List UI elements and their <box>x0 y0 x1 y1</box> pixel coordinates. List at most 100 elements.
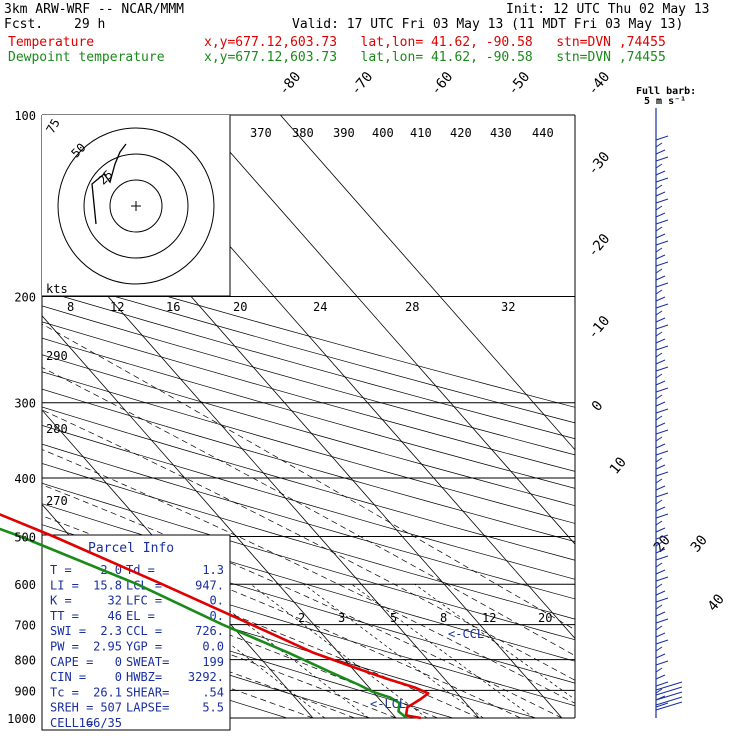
parcel-info-value: LCL = <box>126 578 162 592</box>
theta-label: 380 <box>292 126 314 140</box>
parcel-info-value: SHEAR= <box>126 685 169 699</box>
isotherm-label: -20 <box>585 231 614 261</box>
parcel-info-value: SWEAT= <box>126 655 169 669</box>
ccl-marker: <-CCL <box>448 627 484 641</box>
temperature-location: x,y=677.12,603.73 lat,lon= 41.62, -90.58… <box>204 35 666 50</box>
wind-barb <box>655 331 663 337</box>
theta-label: 420 <box>450 126 472 140</box>
isotherm-label: -80 <box>276 69 305 99</box>
wind-barb <box>655 240 669 246</box>
parcel-info-value: T = <box>50 563 72 577</box>
wind-barb <box>655 583 663 589</box>
dry-adiabat-line <box>42 482 575 641</box>
wind-barb <box>655 457 663 463</box>
isotherm-line <box>197 115 575 545</box>
wind-barb <box>655 177 669 183</box>
theta-label: 390 <box>333 126 355 140</box>
wind-barb <box>655 317 666 323</box>
mixing-ratio-label: 2 <box>298 611 305 625</box>
wind-barb <box>655 443 666 449</box>
isotherm-line <box>42 315 397 718</box>
mixing-ratio-label: 12 <box>110 300 124 314</box>
wind-barb <box>655 513 669 519</box>
dry-adiabat-line <box>42 463 575 620</box>
wind-barb <box>655 701 683 711</box>
dry-adiabat-line <box>42 289 575 440</box>
parcel-info-value: CCL = <box>126 624 162 638</box>
parcel-info-value: CELL = <box>50 716 93 730</box>
wind-barb <box>655 569 666 575</box>
wind-barb <box>655 198 669 204</box>
wind-barb <box>655 590 666 596</box>
parcel-info-value: 2.3 <box>100 624 122 638</box>
theta-label: 410 <box>410 126 432 140</box>
isotherm-label: -60 <box>428 69 457 99</box>
moist-adiabat-line <box>42 586 397 718</box>
dry-adiabat-line <box>42 259 575 408</box>
theta-label: 400 <box>372 126 394 140</box>
parcel-info-value: 26.1 <box>93 685 122 699</box>
wind-barb <box>655 142 663 148</box>
parcel-info-value: CAPE = <box>50 655 93 669</box>
isotherm-label: 0 <box>589 398 607 415</box>
dewpoint-location: x,y=677.12,603.73 lat,lon= 41.62, -90.58… <box>204 50 666 65</box>
wind-barb <box>655 653 666 659</box>
parcel-info-value: Tc = <box>50 685 79 699</box>
wind-barb <box>655 352 663 358</box>
temperature-legend: Temperature <box>8 35 95 50</box>
parcel-info-value: SREH = <box>50 701 93 715</box>
theta-label: 280 <box>46 422 68 436</box>
parcel-info-value: 15.8 <box>93 578 122 592</box>
wind-barb <box>655 156 669 162</box>
theta-label: 370 <box>250 126 272 140</box>
parcel-info-value: 5.5 <box>202 701 224 715</box>
pressure-tick-label: 700 <box>14 619 36 633</box>
wind-barb <box>655 478 663 484</box>
theta-label: 440 <box>532 126 554 140</box>
wind-barb <box>655 686 683 696</box>
temperature-profile: <-LCL <-CCL <box>0 513 484 720</box>
wind-barb <box>655 380 666 386</box>
wind-barb <box>655 212 666 218</box>
pressure-tick-label: 600 <box>14 578 36 592</box>
wind-barb <box>655 681 683 691</box>
mixing-ratio-line <box>195 583 369 718</box>
wind-barb <box>655 696 683 706</box>
wind-barb <box>655 303 669 309</box>
theta-label: 430 <box>490 126 512 140</box>
mixing-ratio-line <box>351 583 535 718</box>
mixing-ratio-label: 8 <box>67 300 74 314</box>
parcel-info-value: 2.0 <box>100 563 122 577</box>
model-title: 3km ARW-WRF -- NCAR/MMM <box>4 2 185 17</box>
parcel-info-value: 0. <box>210 594 224 608</box>
wind-barb <box>655 548 666 554</box>
wind-barb <box>655 576 669 582</box>
wind-barb <box>655 618 669 624</box>
wind-barb <box>655 268 663 274</box>
mixing-ratio-label: 8 <box>440 611 447 625</box>
wind-barb <box>655 366 669 372</box>
wind-barb <box>655 660 669 666</box>
wind-barb <box>655 702 669 708</box>
parcel-info-value: HWBZ= <box>126 670 162 684</box>
parcel-info-value: 1.3 <box>202 563 224 577</box>
dry-adiabat-line <box>42 321 575 472</box>
wind-barb <box>655 681 669 687</box>
parcel-info-box: Parcel Info T = 2.0 Td = 1.3 LI = 15.8 LCL = 94… <box>41 534 231 731</box>
parcel-info-value: 46 <box>108 609 122 623</box>
dewpoint-legend: Dewpoint temperature <box>8 50 165 65</box>
wind-barb <box>655 562 663 568</box>
wind-barb <box>655 541 663 547</box>
wind-barb <box>655 149 666 155</box>
mixing-ratio-label: 32 <box>501 300 515 314</box>
wind-barb <box>655 639 669 645</box>
mixing-ratio-label: 16 <box>166 300 180 314</box>
wind-barb <box>655 555 669 561</box>
wind-barb <box>655 674 666 680</box>
pressure-tick-label: 300 <box>14 397 36 411</box>
wind-barb <box>655 485 666 491</box>
wind-barb <box>655 527 666 533</box>
hodograph-trace <box>91 143 127 225</box>
parcel-info-value: LAPSE= <box>126 701 169 715</box>
wind-barb <box>655 415 663 421</box>
